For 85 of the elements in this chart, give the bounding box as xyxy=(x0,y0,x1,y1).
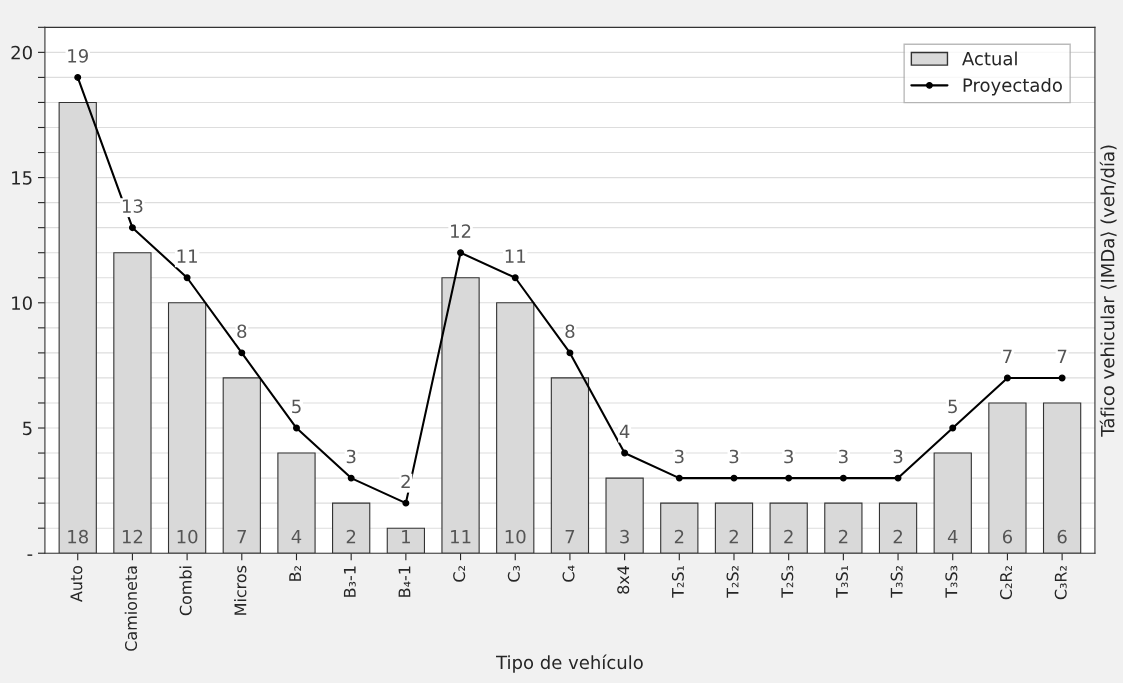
point xyxy=(621,449,629,457)
point xyxy=(894,474,902,482)
data-label: 2 xyxy=(893,529,902,544)
point xyxy=(785,474,793,482)
data-label: 3 xyxy=(893,449,903,464)
point xyxy=(402,499,410,507)
data-label: 11 xyxy=(505,249,526,263)
x-tick-label: 8x4 xyxy=(617,565,630,594)
x-tick-label: B₃-1 xyxy=(343,566,356,597)
data-label: 6 xyxy=(1002,529,1013,544)
x-tick-label: T₃S₁ xyxy=(835,565,848,598)
data-label: 4 xyxy=(947,530,958,544)
data-label: 8 xyxy=(565,324,575,339)
y-tick-label: 5 xyxy=(23,421,32,436)
data-label: 11 xyxy=(177,249,197,263)
x-tick-label: C₃ xyxy=(507,565,520,582)
point xyxy=(1003,374,1011,382)
data-label: 4 xyxy=(619,424,630,439)
data-label: 3 xyxy=(674,449,684,464)
x-tick-label: T₃S₃ xyxy=(945,565,958,598)
legend-label: Proyectado xyxy=(963,77,1062,96)
legend-label: Actual xyxy=(962,51,1017,66)
data-label: 12 xyxy=(451,224,471,238)
data-label: 3 xyxy=(729,449,739,464)
point xyxy=(1058,374,1066,382)
data-label: 6 xyxy=(1057,529,1067,544)
point xyxy=(949,424,957,432)
point xyxy=(457,249,465,257)
data-label: 2 xyxy=(838,529,848,544)
data-label: 3 xyxy=(784,449,793,464)
x-tick-label: T₂S₂ xyxy=(726,566,739,598)
data-label: 7 xyxy=(1003,349,1012,363)
data-label: 13 xyxy=(122,199,143,213)
x-tick-label: B₄-1 xyxy=(398,566,411,597)
point xyxy=(183,274,191,282)
point xyxy=(730,474,738,482)
x-tick-label: Combi xyxy=(179,566,192,616)
x-tick-label: Micros xyxy=(234,565,247,615)
y-tick-label: 15 xyxy=(12,171,32,185)
point xyxy=(293,424,300,432)
point xyxy=(675,474,683,482)
data-label: 2 xyxy=(784,529,793,544)
y-axis-title: Táfico vehicular ⟨IMDa⟩ (veh/día) xyxy=(1099,145,1117,437)
data-label: 5 xyxy=(292,399,301,414)
data-label: 11 xyxy=(451,530,471,544)
x-tick-label: T₃S₂ xyxy=(890,566,903,598)
point xyxy=(347,474,355,482)
point xyxy=(74,73,82,81)
x-tick-label: B₂ xyxy=(289,566,301,581)
data-label: 10 xyxy=(177,529,198,544)
data-label: 3 xyxy=(346,449,356,464)
data-label: 1 xyxy=(402,530,410,544)
data-label: 19 xyxy=(68,48,88,63)
data-label: 10 xyxy=(505,529,526,544)
x-tick-label: C₄ xyxy=(562,565,575,582)
point xyxy=(566,349,574,357)
point xyxy=(238,349,246,357)
y-tick-label: 10 xyxy=(12,296,32,310)
data-label: 3 xyxy=(620,529,629,544)
data-label: 3 xyxy=(838,449,848,464)
x-tick-label: T₂S₃ xyxy=(781,565,794,598)
data-label: 5 xyxy=(948,399,957,414)
point xyxy=(839,474,847,482)
y-tick-label: - xyxy=(27,554,33,556)
data-label: 8 xyxy=(237,324,247,339)
data-label: 2 xyxy=(674,529,684,544)
data-label: 2 xyxy=(729,529,738,544)
data-label: 7 xyxy=(1057,349,1067,363)
data-label: 12 xyxy=(122,529,143,544)
data-label: 18 xyxy=(68,529,88,544)
data-label: 2 xyxy=(401,474,410,489)
x-tick-label: Camioneta xyxy=(124,566,138,651)
x-tick-label: C₂R₂ xyxy=(999,566,1013,600)
point xyxy=(511,274,519,282)
y-tick-label: 20 xyxy=(11,45,32,60)
x-tick-label: C₃R₂ xyxy=(1054,566,1067,600)
data-label: 7 xyxy=(237,530,246,544)
data-label: 7 xyxy=(565,530,575,544)
data-label: 4 xyxy=(291,530,302,544)
x-tick-label: Auto xyxy=(70,565,83,602)
x-tick-label: C₂ xyxy=(453,566,466,582)
data-label: 2 xyxy=(346,529,356,544)
x-tick-label: T₂S₁ xyxy=(671,565,684,598)
x-axis-title: Tipo de vehículo xyxy=(496,654,643,673)
point xyxy=(128,224,136,232)
